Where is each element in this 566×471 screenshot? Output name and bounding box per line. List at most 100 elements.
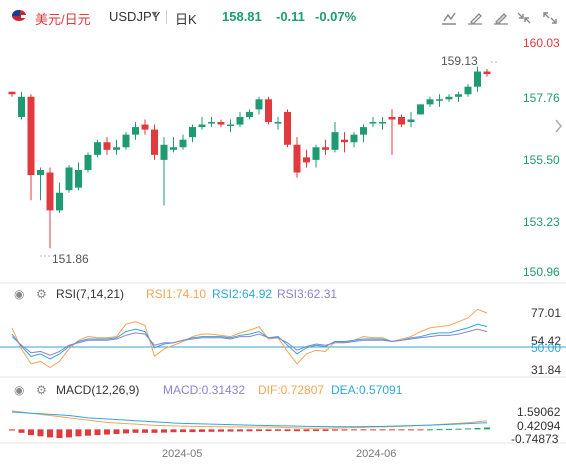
chevron-down-icon[interactable]: ▼ bbox=[150, 9, 159, 19]
candle-body bbox=[236, 116, 244, 125]
candle-body bbox=[113, 147, 120, 150]
macd-bar bbox=[75, 429, 82, 437]
macd-bar bbox=[351, 429, 357, 431]
shrink-icon[interactable] bbox=[516, 11, 532, 25]
chevron-right-icon[interactable] bbox=[555, 119, 562, 133]
macd-bar bbox=[142, 429, 148, 433]
candle-body bbox=[426, 99, 434, 105]
candle-body bbox=[483, 71, 491, 75]
macd-bar bbox=[28, 429, 34, 436]
rsi-axis-3: 50.00 bbox=[531, 341, 562, 355]
candle-body bbox=[46, 172, 54, 211]
divider bbox=[166, 10, 167, 24]
macd-label[interactable]: MACD(12,26,9) bbox=[56, 383, 140, 397]
fullscreen-icon[interactable] bbox=[542, 11, 558, 25]
macd-bar bbox=[246, 429, 253, 432]
eye-icon[interactable]: ◉ bbox=[14, 383, 25, 397]
edit-icon[interactable] bbox=[493, 11, 509, 25]
macd-bar bbox=[408, 429, 414, 431]
candle-body bbox=[274, 122, 282, 124]
axis-label-5: 150.96 bbox=[523, 265, 560, 279]
macd-bar bbox=[104, 429, 110, 435]
candle-body bbox=[208, 122, 215, 124]
rsi1-line bbox=[11, 308, 488, 369]
macd-axis-1: 1.59062 bbox=[517, 405, 561, 419]
macd-bar bbox=[275, 429, 281, 431]
candle-body bbox=[94, 142, 101, 155]
rsi2-value: RSI2:64.92 bbox=[212, 287, 273, 301]
usd-jpy-flag-icon bbox=[12, 10, 26, 21]
macd-bar bbox=[455, 428, 462, 430]
low-annotation: 151.86 bbox=[52, 252, 89, 266]
macd-bar bbox=[218, 429, 224, 432]
candle-body bbox=[265, 99, 272, 123]
rsi-axis-4: 31.84 bbox=[531, 363, 562, 377]
candle-body bbox=[170, 147, 177, 150]
candle-body bbox=[37, 169, 44, 176]
macd-bar bbox=[313, 429, 319, 432]
axis-label-2: 157.76 bbox=[523, 91, 560, 105]
candle-body bbox=[132, 127, 139, 135]
candle-body bbox=[284, 111, 291, 145]
candle-body bbox=[18, 96, 25, 117]
indicator-icon[interactable] bbox=[441, 11, 457, 25]
price-change-pct: -0.07% bbox=[315, 9, 357, 24]
macd-bar bbox=[294, 429, 300, 432]
macd-bar bbox=[265, 429, 272, 431]
macd-bar bbox=[379, 429, 386, 431]
settings-icon[interactable]: ⚙ bbox=[36, 287, 47, 301]
macd-bar bbox=[427, 429, 433, 431]
candle-body bbox=[189, 127, 196, 138]
candle-body bbox=[84, 154, 92, 170]
candle-body bbox=[293, 144, 301, 173]
candle-body bbox=[227, 124, 234, 127]
macd-bar bbox=[161, 429, 167, 433]
candle-body bbox=[474, 71, 481, 87]
candle-body bbox=[246, 111, 253, 117]
symbol-code[interactable]: USDJPY bbox=[109, 9, 161, 24]
candle-body bbox=[179, 139, 187, 148]
pair-name[interactable]: 美元/日元 bbox=[35, 12, 91, 27]
candle-body bbox=[198, 124, 206, 128]
rsi3-value: RSI3:62.31 bbox=[277, 287, 338, 301]
axis-label-1: 160.03 bbox=[523, 36, 560, 50]
rsi-label[interactable]: RSI(7,14,21) bbox=[56, 287, 125, 301]
rsi3-line bbox=[11, 328, 488, 356]
candle-body bbox=[75, 169, 82, 188]
macd-bar bbox=[484, 427, 490, 430]
period-selector[interactable]: 日K bbox=[175, 12, 197, 27]
candle-body bbox=[407, 119, 415, 123]
rsi-axis-2: 54.42 bbox=[531, 334, 562, 348]
macd-bar bbox=[113, 429, 120, 434]
macd-bar bbox=[474, 427, 481, 430]
macd-bar bbox=[180, 429, 186, 433]
macd-bar bbox=[94, 429, 101, 436]
draw-tool-icon[interactable] bbox=[467, 11, 483, 25]
candle-body bbox=[122, 134, 130, 148]
rsi-axis-1: 77.01 bbox=[531, 306, 562, 320]
candle-body bbox=[388, 116, 396, 120]
dea-value: DEA:0.57091 bbox=[331, 383, 403, 397]
macd-bar bbox=[237, 429, 243, 432]
eye-icon[interactable]: ◉ bbox=[14, 287, 25, 301]
candle-body bbox=[255, 99, 263, 110]
settings-icon[interactable]: ⚙ bbox=[36, 383, 47, 397]
candle-body bbox=[341, 139, 348, 143]
macd-bar bbox=[37, 429, 44, 437]
macd-axis-3: -0.74873 bbox=[511, 432, 559, 446]
macd-bar bbox=[132, 429, 139, 433]
macd-bar bbox=[85, 429, 91, 436]
date-label-june: 2024-06 bbox=[356, 448, 397, 460]
macd-bar bbox=[341, 429, 348, 431]
candle-body bbox=[322, 147, 329, 150]
high-annotation: 159.13 bbox=[441, 54, 478, 68]
dea-line bbox=[11, 411, 488, 428]
candle-body bbox=[360, 127, 367, 135]
macd-bar bbox=[151, 429, 158, 433]
macd-bar bbox=[227, 429, 234, 432]
candle-body bbox=[56, 192, 63, 211]
macd-bar bbox=[370, 429, 376, 431]
macd-bar bbox=[66, 429, 72, 438]
macd-bar bbox=[284, 429, 291, 432]
